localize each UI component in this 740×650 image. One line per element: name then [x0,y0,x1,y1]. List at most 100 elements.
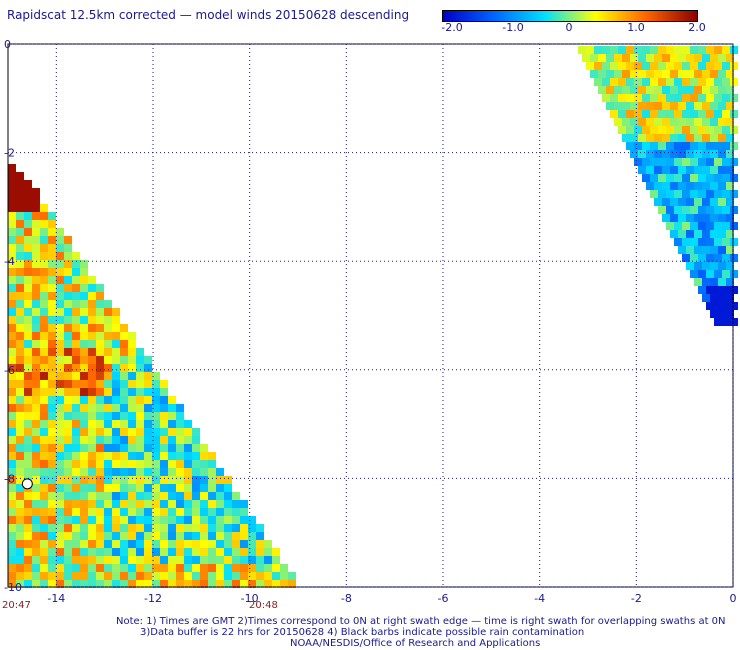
heatmap-cell [718,214,726,222]
heatmap-cell [144,532,152,540]
heatmap-cell [8,476,16,484]
heatmap-cell [602,62,610,70]
heatmap-cell [136,508,144,516]
heatmap-cell [48,412,56,420]
heatmap-cells [8,46,738,588]
heatmap-cell [702,70,710,78]
heatmap-cell [64,308,72,316]
heatmap-cell [8,500,16,508]
heatmap-cell [32,284,40,292]
heatmap-cell [8,292,16,300]
heatmap-cell [698,270,706,278]
heatmap-cell [698,158,706,166]
heatmap-cell [120,556,128,564]
heatmap-cell [56,356,64,364]
heatmap-cell [48,244,56,252]
heatmap-cell [40,428,48,436]
heatmap-cell [16,228,24,236]
heatmap-cell [642,46,650,54]
heatmap-cell [694,214,702,222]
heatmap-cell [40,308,48,316]
heatmap-cell [96,468,104,476]
heatmap-cell [698,206,706,214]
heatmap-cell [730,286,738,294]
heatmap-cell [80,476,88,484]
heatmap-cell [40,508,48,516]
heatmap-cell [48,436,56,444]
heatmap-cell [104,356,112,364]
heatmap-cell [240,556,248,564]
heatmap-cell [48,516,56,524]
heatmap-cell [614,118,622,126]
heatmap-cell [730,270,738,278]
heatmap-cell [8,276,16,284]
heatmap-cell [56,284,64,292]
heatmap-cell [88,396,96,404]
heatmap-cell [248,580,256,588]
heatmap-cell [606,86,614,94]
heatmap-cell [120,452,128,460]
heatmap-cell [8,228,16,236]
heatmap-cell [248,572,256,580]
heatmap-cell [730,318,738,326]
heatmap-cell [144,396,152,404]
heatmap-cell [136,572,144,580]
heatmap-cell [80,516,88,524]
heatmap-cell [80,564,88,572]
heatmap-cell [144,404,152,412]
heatmap-cell [24,380,32,388]
heatmap-cell [152,388,160,396]
heatmap-cell [694,134,702,142]
heatmap-cell [706,46,714,54]
heatmap-cell [16,508,24,516]
heatmap-cell [208,556,216,564]
heatmap-cell [104,404,112,412]
heatmap-cell [56,340,64,348]
heatmap-cell [40,252,48,260]
heatmap-cell [152,572,160,580]
heatmap-cell [718,86,726,94]
heatmap-cell [176,556,184,564]
heatmap-cell [24,452,32,460]
heatmap-cell [40,444,48,452]
heatmap-cell [176,452,184,460]
heatmap-cell [128,500,136,508]
heatmap-cell [722,254,730,262]
heatmap-cell [216,548,224,556]
heatmap-cell [698,142,706,150]
heatmap-cell [104,348,112,356]
heatmap-cell [176,436,184,444]
heatmap-cell [706,126,714,134]
heatmap-cell [128,348,136,356]
heatmap-cell [16,476,24,484]
heatmap-cell [80,444,88,452]
heatmap-cell [264,556,272,564]
heatmap-cell [602,78,610,86]
heatmap-cell [192,444,200,452]
heatmap-cell [610,62,618,70]
heatmap-cell [8,204,16,212]
heatmap-cell [64,508,72,516]
heatmap-cell [614,54,622,62]
heatmap-cell [184,444,192,452]
heatmap-cell [48,252,56,260]
heatmap-cell [72,300,80,308]
heatmap-cell [642,158,650,166]
heatmap-cell [128,524,136,532]
heatmap-cell [706,158,714,166]
x-tick-label: 0 [730,592,737,605]
heatmap-cell [730,222,738,230]
heatmap-cell [64,452,72,460]
heatmap-cell [176,540,184,548]
heatmap-cell [32,204,40,212]
heatmap-cell [590,54,598,62]
heatmap-cell [16,340,24,348]
heatmap-cell [16,420,24,428]
heatmap-cell [24,564,32,572]
heatmap-cell [88,404,96,412]
heatmap-cell [8,196,16,204]
heatmap-cell [56,388,64,396]
heatmap-cell [88,444,96,452]
heatmap-cell [726,230,734,238]
heatmap-cell [686,198,694,206]
